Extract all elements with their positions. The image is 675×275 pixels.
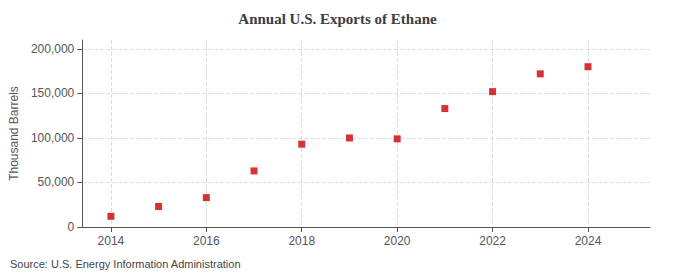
svg-text:Annual U.S. Exports of Ethane: Annual U.S. Exports of Ethane	[238, 11, 437, 27]
svg-text:0: 0	[68, 220, 75, 234]
svg-text:50,000: 50,000	[38, 175, 75, 189]
svg-text:Source: U.S. Energy Informatio: Source: U.S. Energy Information Administ…	[10, 258, 241, 270]
svg-text:200,000: 200,000	[31, 42, 75, 56]
svg-text:2020: 2020	[384, 234, 411, 248]
svg-text:150,000: 150,000	[31, 86, 75, 100]
svg-text:2018: 2018	[288, 234, 315, 248]
svg-text:2022: 2022	[479, 234, 506, 248]
svg-text:Thousand Barrels: Thousand Barrels	[7, 86, 21, 181]
svg-text:100,000: 100,000	[31, 131, 75, 145]
svg-text:2024: 2024	[575, 234, 602, 248]
svg-text:2016: 2016	[193, 234, 220, 248]
svg-text:2014: 2014	[98, 234, 125, 248]
